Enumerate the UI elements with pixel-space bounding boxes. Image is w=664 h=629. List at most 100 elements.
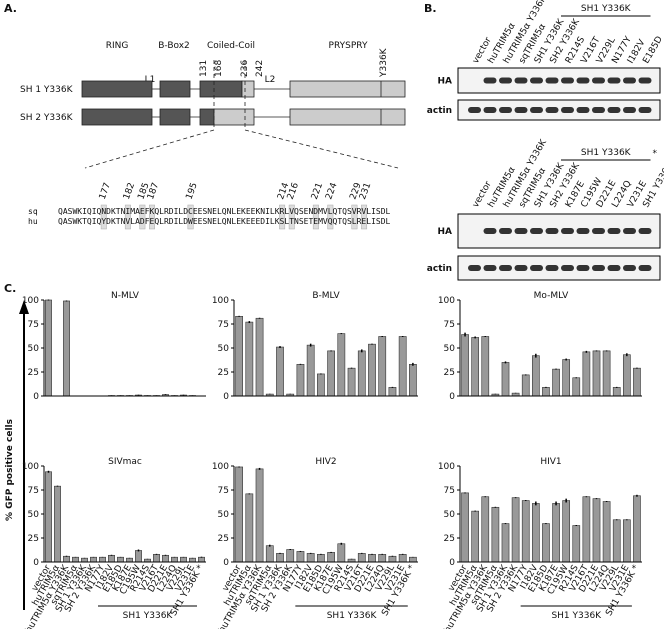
bar xyxy=(572,525,581,563)
y-tick-label: 100 xyxy=(438,462,455,472)
y-tick-label: 75 xyxy=(28,320,39,330)
bar xyxy=(562,359,571,397)
asterisk: * xyxy=(653,149,658,159)
bar xyxy=(491,506,500,563)
band xyxy=(561,77,574,84)
lane-label: E185D xyxy=(641,35,664,66)
band xyxy=(623,265,636,271)
residue-highlight xyxy=(149,204,155,230)
bar xyxy=(180,556,187,563)
bar xyxy=(521,374,530,397)
band xyxy=(545,265,559,271)
bar xyxy=(235,316,243,397)
bar xyxy=(306,344,315,397)
y-axis-label: % GFP positive cells xyxy=(5,419,15,521)
bar xyxy=(296,551,305,563)
band xyxy=(530,77,543,84)
bar xyxy=(198,556,205,563)
domain-label: PRYSPRY xyxy=(329,41,368,51)
chart-title: SIVmac xyxy=(108,457,142,467)
bar xyxy=(552,503,560,563)
bar xyxy=(306,553,315,563)
band xyxy=(623,107,636,113)
y-tick-label: 25 xyxy=(218,368,229,378)
band xyxy=(561,107,574,113)
species-label: hu xyxy=(28,217,38,226)
band xyxy=(623,77,636,84)
panel-label: C. xyxy=(4,282,16,295)
bar xyxy=(286,549,295,563)
group-label: SH1 Y336K xyxy=(123,611,174,621)
residue-highlight xyxy=(327,204,334,230)
position-label: 131 xyxy=(199,60,209,77)
bar xyxy=(245,321,254,397)
bar xyxy=(189,557,196,563)
band-label: actin xyxy=(427,264,452,274)
band xyxy=(468,107,481,113)
y-tick-label: 50 xyxy=(28,510,40,520)
bar xyxy=(602,350,611,397)
band xyxy=(499,265,512,271)
band xyxy=(483,77,497,84)
residue-number: 177 xyxy=(98,181,113,201)
species-label: sq xyxy=(28,207,38,216)
y-axis-arrow xyxy=(19,300,29,610)
residue-highlight xyxy=(288,204,295,230)
residue-number: 221 xyxy=(310,181,325,201)
band xyxy=(514,107,528,113)
y-tick-label: 100 xyxy=(22,462,39,472)
bar xyxy=(296,364,305,397)
band xyxy=(638,77,652,84)
bar xyxy=(398,554,407,563)
y-tick-label: 25 xyxy=(28,534,39,544)
group-label: SH1 Y336K xyxy=(581,4,632,14)
band xyxy=(499,77,512,84)
bar xyxy=(572,377,581,397)
residue-number: 182 xyxy=(122,181,137,201)
band xyxy=(483,107,497,113)
bar xyxy=(317,373,325,397)
band xyxy=(499,228,512,234)
bar xyxy=(592,498,601,563)
bar xyxy=(63,300,70,397)
panel-label: A. xyxy=(4,2,17,15)
band xyxy=(545,228,559,234)
bar xyxy=(317,554,325,563)
band xyxy=(530,228,543,234)
mutation-label: Y336K xyxy=(379,47,389,78)
band xyxy=(592,77,605,84)
y-tick-label: 0 xyxy=(449,392,455,402)
residue-highlight xyxy=(100,204,107,230)
bar xyxy=(542,523,550,563)
bar xyxy=(633,495,641,563)
bar xyxy=(622,354,631,397)
band xyxy=(561,228,574,234)
y-tick-label: 50 xyxy=(28,344,40,354)
y-tick-label: 75 xyxy=(444,320,455,330)
y-tick-label: 25 xyxy=(28,368,39,378)
y-tick-label: 75 xyxy=(28,486,39,496)
group-label: SH1 Y336K xyxy=(581,148,632,158)
bar xyxy=(235,466,243,563)
bar xyxy=(276,346,284,397)
y-tick-label: 50 xyxy=(444,510,456,520)
y-tick-label: 50 xyxy=(218,510,230,520)
residue-highlight xyxy=(124,204,131,230)
construct-label: SH 1 Y336K xyxy=(20,85,74,95)
y-tick-label: 0 xyxy=(449,558,455,568)
y-tick-label: 0 xyxy=(223,558,229,568)
band xyxy=(607,77,621,84)
bar xyxy=(461,334,469,397)
y-tick-label: 0 xyxy=(33,558,39,568)
bar xyxy=(531,355,540,397)
bar xyxy=(368,343,376,397)
band xyxy=(576,228,590,234)
bar xyxy=(171,556,178,563)
bar xyxy=(461,492,469,563)
bar xyxy=(622,519,631,563)
y-tick-label: 100 xyxy=(22,296,39,306)
loop-label: L1 xyxy=(145,75,156,85)
band xyxy=(499,107,512,113)
blot-frame xyxy=(457,99,661,121)
y-tick-label: 100 xyxy=(212,462,229,472)
